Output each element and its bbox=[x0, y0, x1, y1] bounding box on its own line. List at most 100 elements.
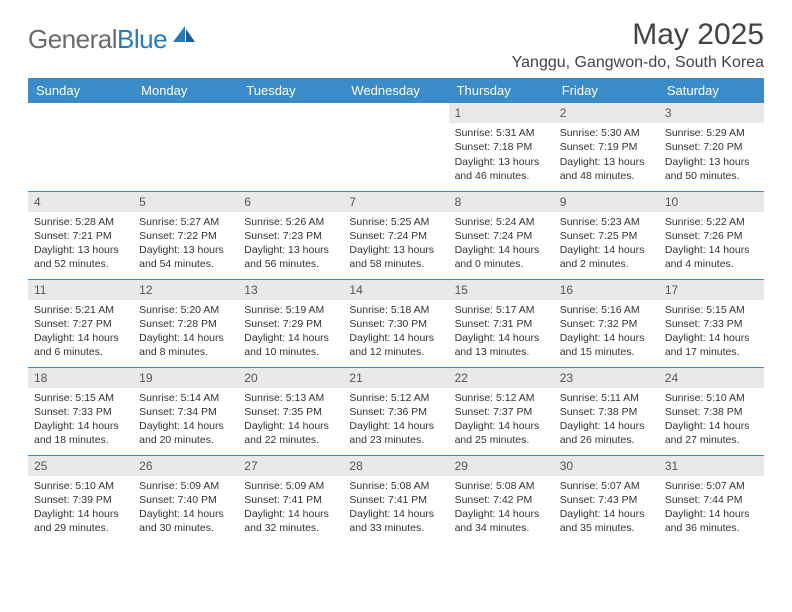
calendar-day-cell: 1Sunrise: 5:31 AMSunset: 7:18 PMDaylight… bbox=[449, 103, 554, 191]
daylight-line: Daylight: 14 hours and 2 minutes. bbox=[560, 243, 653, 271]
daylight-line: Daylight: 13 hours and 52 minutes. bbox=[34, 243, 127, 271]
calendar-day-cell: 3Sunrise: 5:29 AMSunset: 7:20 PMDaylight… bbox=[659, 103, 764, 191]
calendar-day-cell: 15Sunrise: 5:17 AMSunset: 7:31 PMDayligh… bbox=[449, 279, 554, 367]
sunrise-line: Sunrise: 5:28 AM bbox=[34, 215, 127, 229]
day-number: 6 bbox=[238, 192, 343, 212]
calendar-page: GeneralBlue May 2025 Yanggu, Gangwon-do,… bbox=[0, 0, 792, 563]
calendar-day-cell: 12Sunrise: 5:20 AMSunset: 7:28 PMDayligh… bbox=[133, 279, 238, 367]
sunset-line: Sunset: 7:33 PM bbox=[665, 317, 758, 331]
daylight-line: Daylight: 13 hours and 46 minutes. bbox=[455, 155, 548, 183]
day-number: 28 bbox=[343, 456, 448, 476]
daylight-line: Daylight: 13 hours and 58 minutes. bbox=[349, 243, 442, 271]
sunrise-line: Sunrise: 5:31 AM bbox=[455, 126, 548, 140]
day-number: 26 bbox=[133, 456, 238, 476]
brand-part2: Blue bbox=[117, 24, 167, 54]
day-number: 25 bbox=[28, 456, 133, 476]
calendar-day-cell: 27Sunrise: 5:09 AMSunset: 7:41 PMDayligh… bbox=[238, 455, 343, 543]
daylight-line: Daylight: 14 hours and 8 minutes. bbox=[139, 331, 232, 359]
calendar-week-row: 25 Sunrise: 5:10 AMSunset: 7:39 PM Dayligh… bbox=[28, 455, 764, 543]
day-number: 5 bbox=[133, 192, 238, 212]
calendar-day-cell: 30Sunrise: 5:07 AMSunset: 7:43 PMDayligh… bbox=[554, 455, 659, 543]
sunrise-line: Sunrise: 5:07 AM bbox=[560, 479, 653, 493]
sunset-line: Sunset: 7:41 PM bbox=[244, 493, 337, 507]
calendar-day-cell bbox=[28, 103, 133, 191]
sunset-line: Sunset: 7:44 PM bbox=[665, 493, 758, 507]
sunrise-line: Sunrise: 5:16 AM bbox=[560, 303, 653, 317]
sunrise-line: Sunrise: 5:25 AM bbox=[349, 215, 442, 229]
daylight-line: Daylight: 14 hours and 23 minutes. bbox=[349, 419, 442, 447]
sunrise-line: Sunrise: 5:08 AM bbox=[349, 479, 442, 493]
sunset-line: Sunset: 7:39 PM bbox=[34, 493, 127, 507]
calendar-day-cell bbox=[238, 103, 343, 191]
sunrise-line: Sunrise: 5:09 AM bbox=[244, 479, 337, 493]
sunrise-line: Sunrise: 5:23 AM bbox=[560, 215, 653, 229]
calendar-day-cell: 16Sunrise: 5:16 AMSunset: 7:32 PMDayligh… bbox=[554, 279, 659, 367]
sunset-line: Sunset: 7:25 PM bbox=[560, 229, 653, 243]
sunrise-line: Sunrise: 5:15 AM bbox=[34, 391, 127, 405]
day-number: 4 bbox=[28, 192, 133, 212]
sunrise-line: Sunrise: 5:12 AM bbox=[455, 391, 548, 405]
daylight-line: Daylight: 14 hours and 33 minutes. bbox=[349, 507, 442, 535]
daylight-line: Daylight: 13 hours and 50 minutes. bbox=[665, 155, 758, 183]
day-number: 9 bbox=[554, 192, 659, 212]
day-number: 7 bbox=[343, 192, 448, 212]
header: GeneralBlue May 2025 Yanggu, Gangwon-do,… bbox=[28, 18, 764, 72]
sunset-line: Sunset: 7:24 PM bbox=[455, 229, 548, 243]
daylight-line: Daylight: 14 hours and 18 minutes. bbox=[34, 419, 127, 447]
day-number: 11 bbox=[28, 280, 133, 300]
calendar-day-cell: 19Sunrise: 5:14 AMSunset: 7:34 PMDayligh… bbox=[133, 367, 238, 455]
day-number: 15 bbox=[449, 280, 554, 300]
sunrise-line: Sunrise: 5:11 AM bbox=[560, 391, 653, 405]
sunrise-line: Sunrise: 5:08 AM bbox=[455, 479, 548, 493]
sunset-line: Sunset: 7:28 PM bbox=[139, 317, 232, 331]
sunset-line: Sunset: 7:30 PM bbox=[349, 317, 442, 331]
daylight-line: Daylight: 14 hours and 10 minutes. bbox=[244, 331, 337, 359]
sunset-line: Sunset: 7:41 PM bbox=[349, 493, 442, 507]
calendar-day-cell: 8Sunrise: 5:24 AMSunset: 7:24 PMDaylight… bbox=[449, 191, 554, 279]
sunset-line: Sunset: 7:40 PM bbox=[139, 493, 232, 507]
weekday-header: Wednesday bbox=[343, 78, 448, 103]
sunrise-line: Sunrise: 5:18 AM bbox=[349, 303, 442, 317]
sunrise-line: Sunrise: 5:13 AM bbox=[244, 391, 337, 405]
calendar-day-cell: 14Sunrise: 5:18 AMSunset: 7:30 PMDayligh… bbox=[343, 279, 448, 367]
calendar-week-row: 18Sunrise: 5:15 AMSunset: 7:33 PMDayligh… bbox=[28, 367, 764, 455]
daylight-line: Daylight: 14 hours and 30 minutes. bbox=[139, 507, 232, 535]
sunrise-line: Sunrise: 5:10 AM bbox=[665, 391, 758, 405]
daylight-line: Daylight: 14 hours and 34 minutes. bbox=[455, 507, 548, 535]
daylight-line: Daylight: 14 hours and 6 minutes. bbox=[34, 331, 127, 359]
daylight-line: Daylight: 14 hours and 0 minutes. bbox=[455, 243, 548, 271]
weekday-header: Friday bbox=[554, 78, 659, 103]
day-number: 19 bbox=[133, 368, 238, 388]
sunset-line: Sunset: 7:38 PM bbox=[560, 405, 653, 419]
sunset-line: Sunset: 7:38 PM bbox=[665, 405, 758, 419]
day-number: 27 bbox=[238, 456, 343, 476]
day-number: 18 bbox=[28, 368, 133, 388]
daylight-line: Daylight: 14 hours and 15 minutes. bbox=[560, 331, 653, 359]
calendar-week-row: 4Sunrise: 5:28 AMSunset: 7:21 PMDaylight… bbox=[28, 191, 764, 279]
day-number: 14 bbox=[343, 280, 448, 300]
sunrise-line: Sunrise: 5:07 AM bbox=[665, 479, 758, 493]
month-title: May 2025 bbox=[512, 18, 764, 52]
daylight-line: Daylight: 14 hours and 20 minutes. bbox=[139, 419, 232, 447]
sunrise-line: Sunrise: 5:26 AM bbox=[244, 215, 337, 229]
calendar-day-cell: 26Sunrise: 5:09 AMSunset: 7:40 PMDayligh… bbox=[133, 455, 238, 543]
day-number: 29 bbox=[449, 456, 554, 476]
sunset-line: Sunset: 7:23 PM bbox=[244, 229, 337, 243]
sunrise-line: Sunrise: 5:29 AM bbox=[665, 126, 758, 140]
daylight-line: Daylight: 14 hours and 17 minutes. bbox=[665, 331, 758, 359]
sunrise-line: Sunrise: 5:12 AM bbox=[349, 391, 442, 405]
day-number: 16 bbox=[554, 280, 659, 300]
calendar-day-cell: 7Sunrise: 5:25 AMSunset: 7:24 PMDaylight… bbox=[343, 191, 448, 279]
day-number: 23 bbox=[554, 368, 659, 388]
location-subtitle: Yanggu, Gangwon-do, South Korea bbox=[512, 54, 764, 72]
brand-sail-icon bbox=[171, 24, 197, 49]
daylight-line: Daylight: 14 hours and 25 minutes. bbox=[455, 419, 548, 447]
day-number: 8 bbox=[449, 192, 554, 212]
weekday-header: Monday bbox=[133, 78, 238, 103]
calendar-day-cell: 25Sunrise: 5:10 AMSunset: 7:39 PMDayligh… bbox=[28, 455, 133, 543]
calendar-day-cell bbox=[133, 103, 238, 191]
day-number: 12 bbox=[133, 280, 238, 300]
sunrise-line: Sunrise: 5:10 AM bbox=[34, 479, 127, 493]
sunset-line: Sunset: 7:33 PM bbox=[34, 405, 127, 419]
sunrise-line: Sunrise: 5:21 AM bbox=[34, 303, 127, 317]
